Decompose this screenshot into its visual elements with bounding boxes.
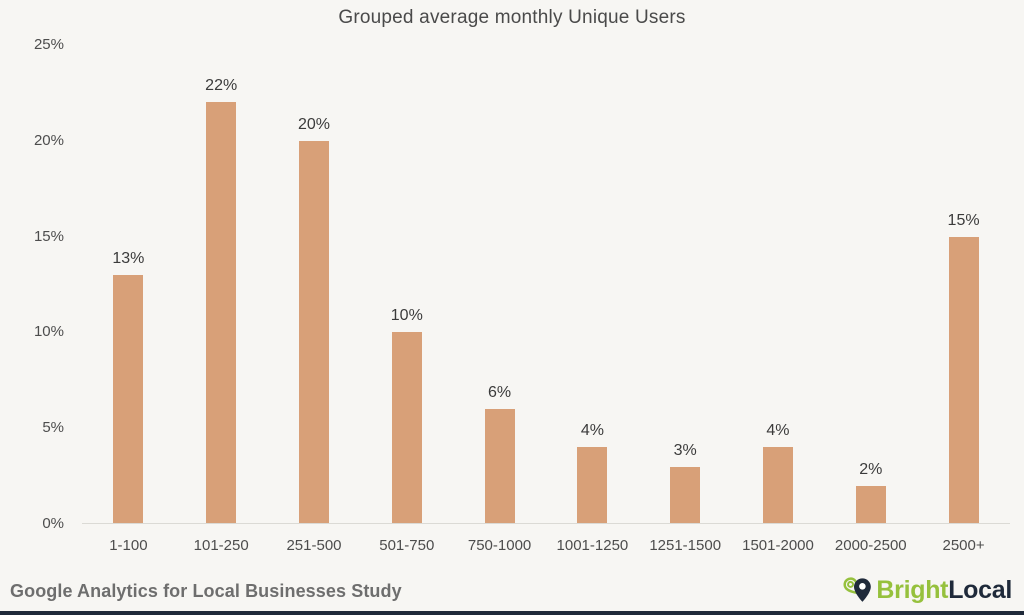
y-axis-tick-label: 5%: [42, 419, 64, 437]
bar-column: 13%: [82, 45, 175, 524]
bar-column: 10%: [360, 45, 453, 524]
bar-column: 20%: [268, 45, 361, 524]
source-caption: Google Analytics for Local Businesses St…: [10, 581, 402, 601]
bar-column: 6%: [453, 45, 546, 524]
brand-wordmark: BrightLocal: [876, 575, 1012, 604]
y-axis-tick-label: 15%: [33, 227, 64, 245]
bar-value-label: 4%: [766, 422, 790, 440]
bar-2500+: 15%: [948, 212, 980, 524]
x-axis-category-label: 101-250: [193, 537, 249, 554]
x-axis-line: [82, 523, 1010, 524]
x-axis-category-label: 1501-2000: [742, 537, 814, 554]
bar-1251-1500: 3%: [670, 442, 701, 524]
bar-value-label: 20%: [297, 115, 330, 133]
bar-column: 15%: [917, 45, 1010, 524]
bar-101-250: 22%: [205, 77, 237, 524]
bar-value-label: 13%: [112, 249, 145, 267]
x-axis-category-label: 1251-1500: [649, 537, 722, 554]
bar-2000-2500: 2%: [855, 461, 886, 524]
x-axis-category-label: 2000-2500: [834, 537, 907, 554]
bar-251-500: 20%: [298, 116, 330, 524]
bar-501-750: 10%: [391, 307, 423, 524]
bar-value-label: 15%: [947, 211, 980, 229]
y-axis-tick-label: 0%: [42, 515, 64, 532]
bar-column: 22%: [175, 45, 268, 524]
bar-column: 4%: [732, 45, 825, 524]
brightlocal-logo: BrightLocal: [842, 573, 1012, 607]
y-axis-tick-label: 10%: [33, 323, 64, 341]
bar-value-label: 6%: [488, 384, 512, 402]
bar-value-label: 2%: [859, 460, 883, 478]
brand-text-local: Local: [948, 575, 1012, 604]
y-axis: 0% 5% 10% 15% 20% 25%: [0, 36, 64, 532]
bar-column: 3%: [639, 45, 732, 524]
plot-area: 0% 5% 10% 15% 20% 25% 13% 22% 20% 10% 6% 4% 3% 4% 2% 1…: [34, 36, 1010, 554]
x-axis-category-label: 2500+: [942, 537, 985, 554]
bars-layer: 13% 22% 20% 10% 6% 4% 3% 4% 2% 15%: [82, 45, 1010, 524]
brand-text-bright: Bright: [876, 575, 949, 604]
y-axis-tick-label: 25%: [33, 36, 64, 53]
bar-column: 4%: [546, 45, 639, 524]
x-axis-category-label: 251-500: [286, 537, 342, 554]
x-axis-category-label: 501-750: [379, 537, 435, 554]
bar-column: 2%: [824, 45, 917, 524]
x-axis-category-label: 1001-1250: [556, 537, 629, 554]
bar-1001-1250: 4%: [577, 422, 608, 524]
bar-750-1000: 6%: [484, 384, 515, 524]
bar-value-label: 3%: [673, 441, 697, 459]
x-axis-category-label: 750-1000: [467, 537, 532, 554]
x-axis-category-label: 1-100: [109, 537, 148, 554]
bottom-border-bar: [0, 611, 1024, 615]
x-axis-labels: 1-100 101-250 251-500 501-750 750-1000 1001-1…: [82, 537, 1010, 554]
bar-value-label: 22%: [205, 77, 238, 95]
bar-value-label: 4%: [580, 422, 604, 440]
bar-value-label: 10%: [390, 307, 423, 325]
chart-title: Grouped average monthly Unique Users: [338, 7, 686, 28]
bar-1-100: 13%: [112, 250, 144, 524]
bar-1501-2000: 4%: [762, 422, 793, 524]
map-pin-icon: [843, 577, 872, 602]
y-axis-tick-label: 20%: [33, 131, 64, 149]
